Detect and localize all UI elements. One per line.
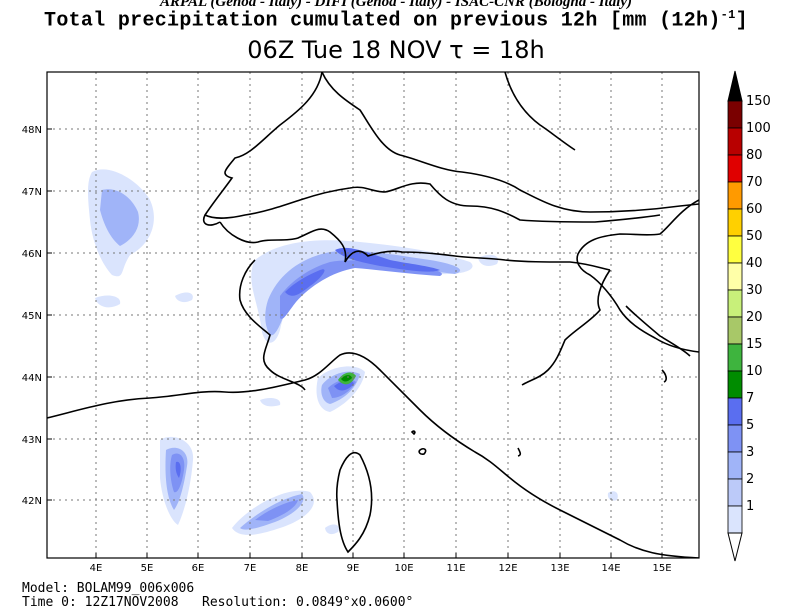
legend-label: 1	[746, 499, 754, 514]
lat-label: 42N	[22, 496, 42, 507]
legend-swatch	[727, 343, 743, 372]
lat-labels: 48N 47N 46N 45N 44N 43N 42N	[22, 125, 42, 507]
precip-level-10	[341, 375, 352, 382]
coastlines-borders	[47, 72, 699, 558]
legend-swatch	[727, 397, 743, 426]
lon-label: 8E	[296, 563, 309, 574]
model-info: Model: BOLAM99_006x006	[22, 581, 195, 596]
map-title-exponent: -1	[720, 8, 736, 22]
precipitation-fields	[88, 169, 618, 535]
lat-label: 47N	[22, 187, 42, 198]
lon-label: 12E	[498, 563, 517, 574]
lat-label: 43N	[22, 435, 42, 446]
lat-label: 48N	[22, 125, 42, 136]
legend-swatch	[727, 370, 743, 399]
map-title-close: ]	[735, 9, 748, 33]
axis-ticks	[47, 128, 663, 558]
legend-label: 80	[746, 148, 763, 163]
legend-swatch	[727, 235, 743, 264]
legend-swatch	[727, 208, 743, 237]
legend-label: 40	[746, 256, 763, 271]
lon-labels: 4E 5E 6E 7E 8E 9E 10E 11E 12E 13E 14E 15…	[90, 563, 672, 574]
legend-swatch	[727, 181, 743, 210]
legend-swatch	[727, 127, 743, 156]
legend-label: 10	[746, 364, 763, 379]
lat-label: 45N	[22, 311, 42, 322]
legend-label: 20	[746, 310, 763, 325]
legend-label: 30	[746, 283, 763, 298]
legend-swatch	[727, 451, 743, 480]
resolution-label: Resolution: 0.0849°x0.0600°	[202, 595, 414, 610]
legend-swatch	[727, 505, 743, 534]
map-title: Total precipitation cumulated on previou…	[0, 8, 792, 33]
legend-label: 70	[746, 175, 763, 190]
legend-label: 50	[746, 229, 763, 244]
legend-label: 60	[746, 202, 763, 217]
legend-label: 150	[746, 94, 771, 109]
time-info: Time 0: 12Z17NOV2008 Resolution: 0.0849°…	[22, 595, 413, 610]
lon-label: 13E	[550, 563, 569, 574]
legend-swatch	[727, 478, 743, 507]
graticule	[47, 72, 699, 558]
legend-label: 15	[746, 337, 763, 352]
legend-bottom-triangle	[727, 532, 743, 562]
legend-label: 7	[746, 391, 754, 406]
lon-label: 14E	[601, 563, 620, 574]
lon-label: 7E	[244, 563, 257, 574]
lon-label: 10E	[394, 563, 413, 574]
precipitation-legend: 150 100 80 70 60 50 40 30 20 15 10 7 5 3 2 1	[727, 70, 771, 562]
lat-label: 44N	[22, 373, 42, 384]
legend-swatch	[727, 154, 743, 183]
legend-label: 2	[746, 472, 754, 487]
time0-label: Time 0: 12Z17NOV2008	[22, 595, 179, 610]
credits-line: ARPAL (Genoa - Italy) - DIFI (Genoa - It…	[159, 0, 633, 10]
lon-label: 5E	[141, 563, 154, 574]
legend-swatch	[727, 424, 743, 453]
legend-swatch	[727, 316, 743, 345]
legend-label: 3	[746, 445, 754, 460]
precip-level-7	[175, 247, 440, 478]
legend-swatch	[727, 289, 743, 318]
legend-swatch	[727, 262, 743, 291]
legend-swatch	[727, 100, 743, 129]
map-title-text: Total precipitation cumulated on previou…	[44, 9, 721, 33]
legend-label: 100	[746, 121, 771, 136]
map-subtitle: 06Z Tue 18 NOV τ = 18h	[247, 36, 545, 64]
lat-label: 46N	[22, 249, 42, 260]
lon-label: 6E	[192, 563, 205, 574]
legend-label: 5	[746, 418, 754, 433]
lon-label: 4E	[90, 563, 103, 574]
legend-top-triangle	[727, 70, 743, 102]
lon-label: 11E	[446, 563, 465, 574]
lon-label: 9E	[347, 563, 360, 574]
lon-label: 15E	[652, 563, 671, 574]
